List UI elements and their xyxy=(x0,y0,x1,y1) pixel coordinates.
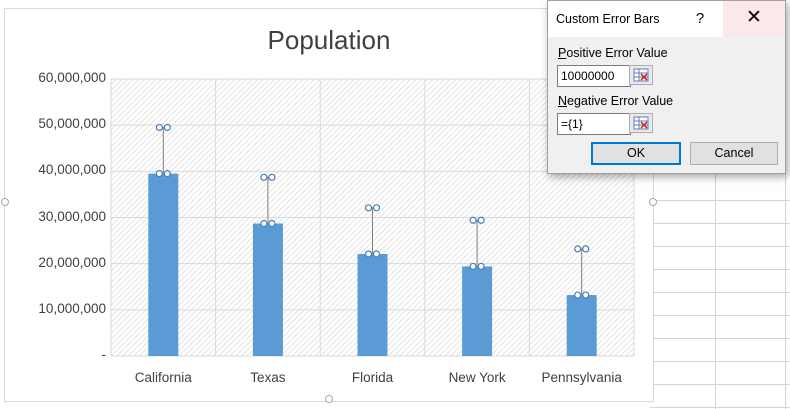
chart-canvas xyxy=(110,78,635,357)
range-selector-icon xyxy=(633,116,649,130)
positive-error-input[interactable]: 10000000 xyxy=(557,65,631,87)
y-tick-label: - xyxy=(101,347,107,362)
custom-error-bars-dialog: Custom Error Bars ? ✕ Positive Error Val… xyxy=(547,0,786,174)
positive-error-label: Positive Error Value xyxy=(558,46,668,60)
error-bar-selection-handle[interactable] xyxy=(155,170,163,178)
error-bar-selection-handle[interactable] xyxy=(469,216,477,224)
y-tick-label: 30,000,000 xyxy=(38,208,106,224)
error-bar-selection-handle[interactable] xyxy=(163,170,171,178)
sheet-row-line xyxy=(650,361,790,362)
x-tick-label: Florida xyxy=(351,370,394,385)
error-bar-selection-handle[interactable] xyxy=(372,250,381,258)
error-bar-selection-handle[interactable] xyxy=(372,204,381,212)
sheet-row-line xyxy=(650,292,790,293)
sheet-column-line xyxy=(715,0,716,409)
chart-resize-handle[interactable] xyxy=(649,198,657,206)
help-button[interactable]: ? xyxy=(695,10,705,27)
error-bar-selection-handle[interactable] xyxy=(268,219,276,228)
dialog-title: Custom Error Bars xyxy=(556,12,660,26)
error-bar-selection-handle[interactable] xyxy=(469,262,477,271)
cancel-button[interactable]: Cancel xyxy=(690,142,778,165)
range-selector-icon xyxy=(633,68,649,82)
dialog-titlebar[interactable]: Custom Error Bars ? ✕ xyxy=(548,1,785,37)
error-bar-selection-handle[interactable] xyxy=(574,245,582,253)
error-bar-selection-handle[interactable] xyxy=(260,219,268,228)
bar-pennsylvania[interactable] xyxy=(566,295,597,356)
y-tick-label: 50,000,000 xyxy=(38,116,106,132)
y-tick-label: 20,000,000 xyxy=(38,254,106,270)
error-bar-selection-handle[interactable] xyxy=(163,123,171,132)
error-bar-selection-handle[interactable] xyxy=(574,291,582,299)
y-tick-label: 10,000,000 xyxy=(38,300,106,316)
ok-button[interactable]: OK xyxy=(591,142,681,165)
y-tick-label: 60,000,000 xyxy=(38,70,106,85)
x-tick-label: Texas xyxy=(250,370,286,385)
sheet-row-line xyxy=(650,246,790,247)
error-bar-selection-handle[interactable] xyxy=(582,291,590,299)
error-bar-selection-handle[interactable] xyxy=(364,204,373,212)
error-bar-selection-handle[interactable] xyxy=(364,250,373,258)
sheet-row-line xyxy=(650,223,790,224)
sheet-row-line xyxy=(650,407,790,408)
bar-new-york[interactable] xyxy=(462,266,493,356)
negative-error-input[interactable]: ={1} xyxy=(557,113,631,135)
y-tick-label: 40,000,000 xyxy=(38,162,106,178)
bar-california[interactable] xyxy=(148,173,179,356)
error-bar-selection-handle[interactable] xyxy=(477,216,485,224)
x-tick-label: New York xyxy=(448,370,506,385)
bar-texas[interactable] xyxy=(252,223,283,356)
sheet-row-line xyxy=(650,200,790,201)
sheet-row-line xyxy=(650,338,790,339)
x-tick-label: Pennsylvania xyxy=(541,370,622,385)
negative-error-label: Negative Error Value xyxy=(558,94,674,108)
sheet-row-line xyxy=(650,315,790,316)
chart-resize-handle[interactable] xyxy=(325,395,333,403)
sheet-row-line xyxy=(650,384,790,385)
close-button[interactable]: ✕ xyxy=(723,1,785,37)
positive-range-selector-button[interactable] xyxy=(629,65,653,85)
x-tick-label: California xyxy=(134,370,192,385)
sheet-column-line xyxy=(785,0,786,409)
chart-area[interactable]: Population 60,000,000 50,000,000 40,000,00… xyxy=(1,8,657,403)
close-icon: ✕ xyxy=(746,7,762,28)
error-bar-selection-handle[interactable] xyxy=(582,245,590,253)
error-bar-selection-handle[interactable] xyxy=(155,123,163,132)
chart-resize-handle[interactable] xyxy=(1,198,9,206)
negative-range-selector-button[interactable] xyxy=(629,113,653,133)
error-bar-selection-handle[interactable] xyxy=(260,173,268,181)
chart-title: Population xyxy=(267,25,391,55)
sheet-row-line xyxy=(650,269,790,270)
error-bar-selection-handle[interactable] xyxy=(268,173,276,181)
error-bar-selection-handle[interactable] xyxy=(477,262,485,271)
bar-florida[interactable] xyxy=(357,253,388,356)
